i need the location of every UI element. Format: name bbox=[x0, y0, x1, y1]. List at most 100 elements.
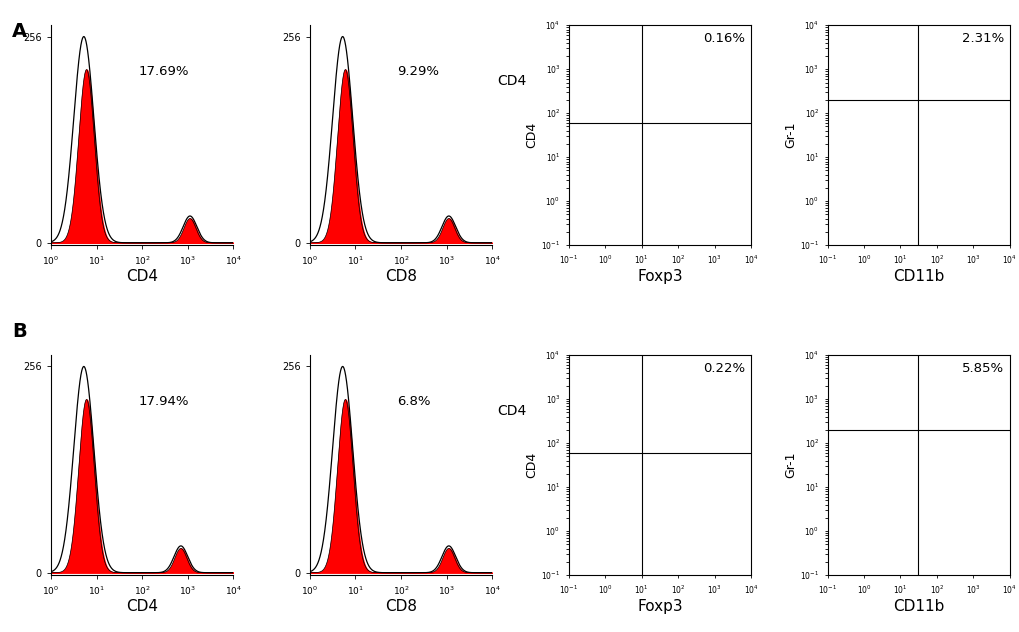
Point bbox=[606, 181, 623, 191]
Point bbox=[889, 507, 905, 517]
Point bbox=[609, 498, 626, 508]
Point bbox=[604, 170, 621, 180]
Point bbox=[611, 496, 628, 506]
Point bbox=[881, 517, 898, 527]
Point bbox=[888, 509, 904, 520]
Point bbox=[878, 191, 895, 201]
Point bbox=[620, 87, 636, 97]
Point bbox=[883, 104, 900, 114]
Point bbox=[599, 510, 615, 520]
Point bbox=[875, 181, 892, 191]
Point bbox=[597, 362, 613, 372]
Point bbox=[898, 527, 914, 537]
Point bbox=[606, 442, 623, 453]
Point bbox=[893, 419, 909, 429]
Point bbox=[903, 48, 919, 58]
Point bbox=[597, 171, 613, 181]
Point bbox=[621, 122, 637, 132]
Point bbox=[886, 167, 902, 178]
Point bbox=[889, 80, 905, 90]
Point bbox=[605, 185, 622, 195]
Point bbox=[892, 398, 908, 408]
Point bbox=[880, 187, 897, 197]
Point bbox=[875, 96, 892, 106]
Point bbox=[605, 393, 622, 403]
Point bbox=[610, 524, 627, 534]
Point bbox=[878, 526, 895, 536]
Point bbox=[879, 497, 896, 507]
Point bbox=[601, 83, 618, 94]
Point bbox=[889, 509, 905, 520]
Point bbox=[890, 199, 906, 209]
Point bbox=[888, 510, 904, 520]
Point bbox=[597, 510, 613, 520]
Point bbox=[884, 182, 901, 192]
Point bbox=[878, 84, 895, 94]
Point bbox=[880, 427, 897, 437]
Point bbox=[856, 385, 872, 395]
Point bbox=[602, 500, 619, 510]
Point bbox=[612, 509, 629, 520]
Point bbox=[854, 430, 870, 441]
Point bbox=[608, 173, 625, 183]
Point bbox=[602, 99, 619, 109]
Point bbox=[883, 497, 900, 507]
Point bbox=[884, 77, 901, 87]
Point bbox=[613, 511, 630, 521]
Point bbox=[621, 498, 637, 508]
Point bbox=[594, 354, 610, 364]
Point bbox=[618, 521, 634, 532]
Point bbox=[880, 171, 897, 181]
Point bbox=[610, 196, 627, 206]
Point bbox=[890, 387, 906, 397]
Point bbox=[609, 516, 626, 526]
Point bbox=[611, 526, 628, 537]
Point bbox=[855, 95, 871, 106]
Point bbox=[896, 80, 912, 90]
Point bbox=[894, 194, 910, 204]
Point bbox=[887, 189, 903, 199]
Point bbox=[889, 166, 905, 176]
Point bbox=[884, 510, 901, 520]
Point bbox=[916, 423, 932, 434]
Point bbox=[888, 506, 904, 516]
Point bbox=[870, 380, 887, 390]
Point bbox=[876, 178, 893, 188]
Point bbox=[879, 491, 896, 501]
Point bbox=[931, 406, 948, 416]
Point bbox=[604, 506, 621, 516]
Point bbox=[881, 511, 898, 521]
Point bbox=[590, 87, 606, 97]
Point bbox=[594, 161, 610, 171]
Point bbox=[895, 507, 911, 518]
Point bbox=[613, 180, 630, 190]
Point bbox=[604, 500, 621, 510]
Point bbox=[886, 375, 902, 385]
Point bbox=[881, 194, 898, 204]
Point bbox=[609, 515, 626, 525]
Point bbox=[598, 507, 614, 517]
Point bbox=[882, 518, 899, 528]
Point bbox=[596, 519, 612, 529]
Point bbox=[883, 526, 900, 536]
Point bbox=[608, 70, 625, 80]
Point bbox=[606, 505, 623, 515]
Point bbox=[601, 497, 618, 507]
Point bbox=[951, 80, 967, 90]
Point bbox=[603, 189, 620, 199]
Point bbox=[875, 515, 892, 525]
Point bbox=[875, 185, 892, 195]
Point bbox=[895, 502, 911, 513]
Point bbox=[604, 189, 621, 199]
Point bbox=[604, 212, 621, 222]
Point bbox=[598, 530, 614, 540]
Point bbox=[869, 529, 886, 539]
Point bbox=[613, 159, 630, 169]
Point bbox=[894, 181, 910, 191]
Point bbox=[609, 509, 626, 519]
Point bbox=[871, 191, 888, 202]
Point bbox=[609, 440, 626, 450]
Point bbox=[884, 190, 901, 200]
Point bbox=[892, 525, 908, 535]
Point bbox=[875, 526, 892, 536]
